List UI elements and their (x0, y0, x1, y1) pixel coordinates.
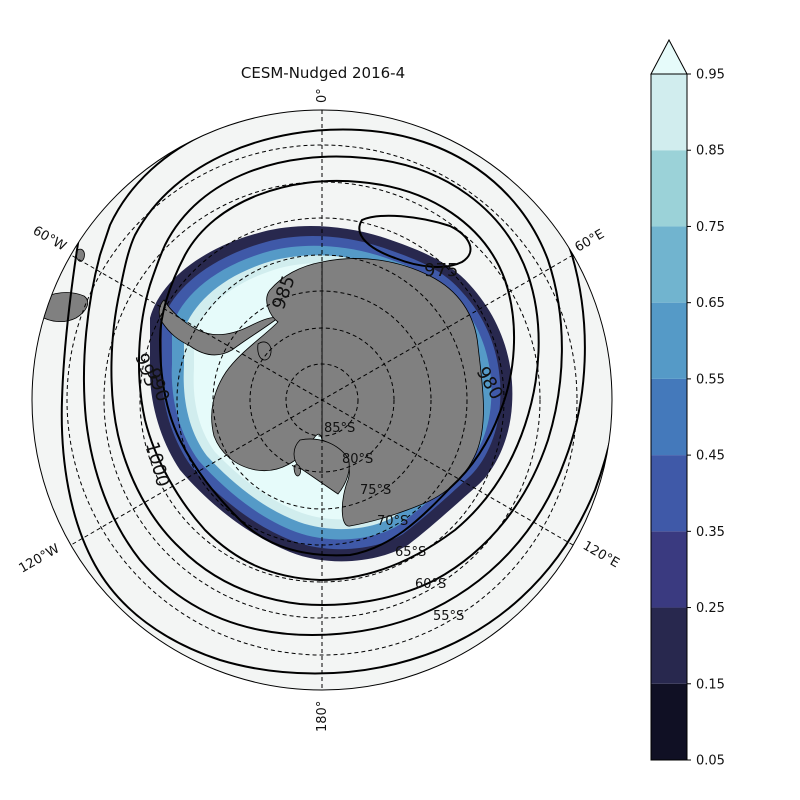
pressure-contours (60, 110, 612, 675)
lat-label-85: 85°S (324, 421, 355, 436)
colorbar-segment (651, 74, 687, 151)
colorbar-tick-label: 0.65 (696, 296, 725, 311)
island-south-america-tip (39, 292, 89, 322)
lat-circle-55 (66, 144, 578, 656)
contour-label-975: 975 (424, 260, 458, 281)
colorbar-tick-label: 0.05 (696, 754, 725, 769)
lon-label-60e: 60°E (573, 227, 608, 256)
lat-circle-60 (103, 181, 541, 619)
contour-990 (110, 128, 563, 606)
island-peninsula-a (257, 341, 272, 361)
lat-label-75: 75°S (360, 483, 391, 498)
colorbar-segment (651, 607, 687, 684)
contour-995 (82, 110, 586, 636)
colorbar-tick-label: 0.25 (696, 601, 725, 616)
latitude-labels: 85°S 80°S 75°S 70°S 65°S 60°S 55°S (324, 421, 464, 624)
lon-label-120w: 120°W (17, 541, 63, 576)
island-ross-sea (293, 464, 301, 477)
lon-label-180: 180° (315, 701, 330, 732)
colorbar-segment (651, 683, 687, 760)
contour-980 (158, 179, 516, 557)
colorbar-segment (651, 226, 687, 303)
colorbar-tick-label: 0.15 (696, 677, 725, 692)
colorbar-segment (651, 531, 687, 608)
contour-975 (358, 214, 472, 268)
colorbar-tick-label: 0.75 (696, 220, 725, 235)
antarctic-peninsula (158, 299, 279, 356)
lat-label-70: 70°S (377, 514, 408, 529)
graticule (66, 110, 578, 690)
colorbar-segment (651, 378, 687, 456)
lat-label-65: 65°S (395, 545, 426, 560)
lon-label-120e: 120°E (580, 538, 622, 571)
polar-map: 975 980 985 990 995 1000 85°S 80°S 75°S … (17, 88, 622, 732)
map-boundary (31, 109, 613, 691)
colorbar-tick-label: 0.95 (696, 68, 725, 83)
colorbar-tick-label: 0.35 (696, 525, 725, 540)
lon-label-60w: 60°W (30, 223, 69, 254)
lat-label-55: 55°S (433, 609, 464, 624)
contour-1000 (60, 110, 612, 675)
colorbar-segments (651, 74, 687, 760)
colorbar-ticks: 0.95 0.85 0.75 0.65 0.55 0.45 0.35 0.25 0.15 0.05 (687, 68, 725, 769)
lat-label-60: 60°S (415, 577, 446, 592)
colorbar-tick-label: 0.55 (696, 372, 725, 387)
east-antarctica (321, 258, 484, 527)
map-title: CESM-Nudged 2016-4 (241, 64, 405, 82)
colorbar-tick-label: 0.45 (696, 449, 725, 464)
colorbar-tick-label: 0.85 (696, 144, 725, 159)
ross-ice-shelf (293, 438, 350, 495)
island-south-america-b (75, 248, 85, 262)
lat-label-80: 80°S (342, 452, 373, 467)
antarctica-landmass (39, 248, 484, 527)
lon-label-0: 0° (315, 88, 330, 103)
colorbar-segment (651, 302, 687, 379)
colorbar-segment (651, 150, 687, 227)
meridian-120e-60w (70, 254, 574, 546)
colorbar-extend-triangle (650, 38, 688, 75)
colorbar-segment (651, 455, 687, 532)
colorbar-frame (650, 73, 688, 761)
contour-985 (137, 155, 540, 582)
colorbar: 0.95 0.85 0.75 0.65 0.55 0.45 0.35 0.25 0.15 0.05 (650, 38, 725, 769)
